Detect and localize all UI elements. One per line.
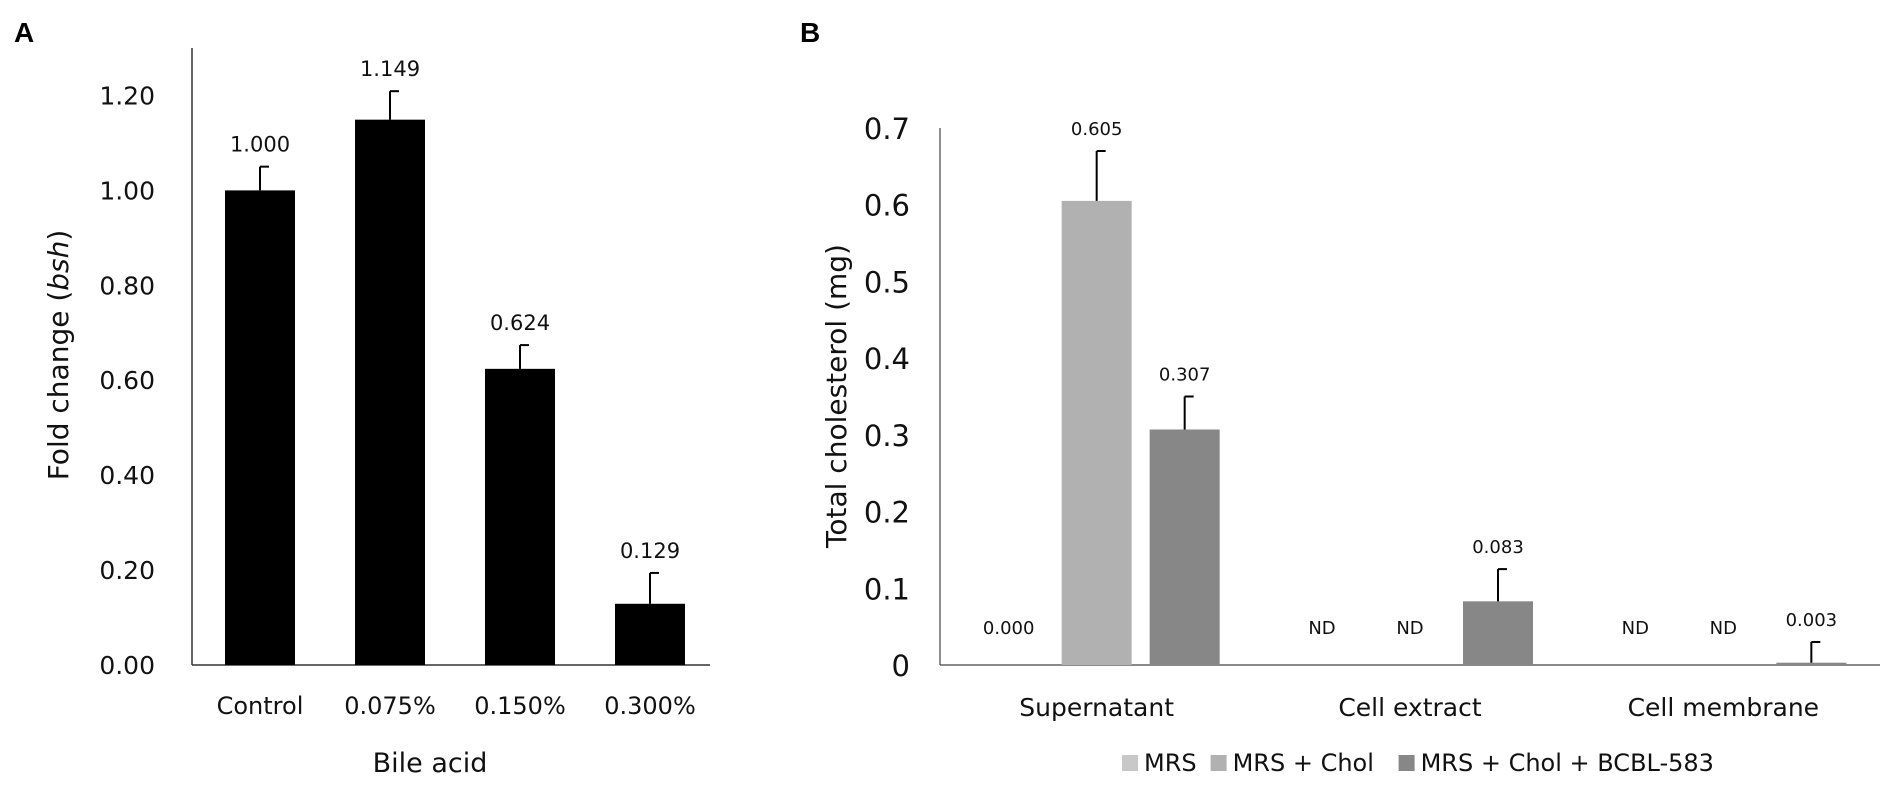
- y-tick-label: 0.40: [99, 461, 155, 490]
- y-tick-label: 0.7: [864, 112, 910, 146]
- y-axis-title-part: bsh: [42, 241, 75, 291]
- x-axis-title: Bile acid: [373, 748, 488, 779]
- panel-letter-b: B: [800, 17, 820, 48]
- x-tick-label: 0.300%: [604, 692, 696, 720]
- data-label: 1.000: [230, 133, 290, 157]
- bar: [225, 190, 295, 665]
- bar: [1463, 601, 1533, 665]
- y-tick-label: 0.60: [99, 366, 155, 395]
- y-tick-label: 0.80: [99, 271, 155, 300]
- y-tick-label: 1.00: [99, 176, 155, 205]
- legend-swatch: [1398, 755, 1415, 771]
- x-tick-label: Cell extract: [1338, 693, 1482, 722]
- x-tick-label: 0.075%: [344, 692, 436, 720]
- legend-label: MRS + Chol + BCBL-583: [1421, 749, 1714, 777]
- y-axis-title: Total cholesterol (mg): [820, 244, 853, 549]
- data-label: 0.083: [1472, 537, 1524, 558]
- x-tick-label: Supernatant: [1019, 693, 1174, 722]
- y-tick-label: 0.3: [864, 419, 910, 453]
- bar: [615, 603, 685, 665]
- legend-label: MRS + Chol: [1233, 749, 1374, 777]
- y-axis-title-part: ): [42, 230, 75, 241]
- data-label: 0.003: [1786, 610, 1838, 631]
- data-label: ND: [1396, 618, 1423, 639]
- y-axis-title-part: Fold change (: [42, 291, 75, 481]
- y-tick-label: 0.5: [864, 265, 910, 299]
- bar: [1776, 662, 1847, 665]
- bar: [355, 119, 425, 665]
- data-label: ND: [1622, 618, 1649, 639]
- y-tick-label: 0.4: [864, 342, 910, 376]
- y-tick-label: 0.00: [99, 651, 155, 680]
- data-label: 0.605: [1071, 119, 1123, 140]
- bar: [1061, 200, 1132, 665]
- y-tick-label: 0.1: [864, 572, 910, 606]
- y-tick-label: 0.2: [864, 496, 910, 530]
- panel-letter-a: A: [14, 17, 34, 48]
- legend-swatch: [1210, 755, 1227, 771]
- data-label: ND: [1308, 618, 1335, 639]
- x-tick-label: Cell membrane: [1628, 693, 1819, 722]
- data-label: 0.307: [1159, 365, 1211, 386]
- x-tick-label: Control: [217, 692, 304, 720]
- data-label: 0.624: [490, 311, 550, 335]
- data-label: 0.129: [620, 539, 680, 563]
- y-tick-label: 0.6: [864, 189, 910, 223]
- legend-swatch: [1122, 755, 1138, 771]
- y-axis-title: Fold change (bsh): [42, 230, 75, 481]
- bar: [1149, 429, 1220, 665]
- data-label: 0.000: [983, 618, 1035, 639]
- legend-label: MRS: [1144, 749, 1197, 777]
- data-label: 1.149: [360, 57, 420, 81]
- data-label: ND: [1710, 618, 1737, 639]
- y-tick-label: 0.20: [99, 556, 155, 585]
- bar: [485, 368, 555, 665]
- y-tick-label: 1.20: [99, 81, 155, 110]
- x-tick-label: 0.150%: [474, 692, 566, 720]
- y-tick-label: 0: [892, 649, 910, 683]
